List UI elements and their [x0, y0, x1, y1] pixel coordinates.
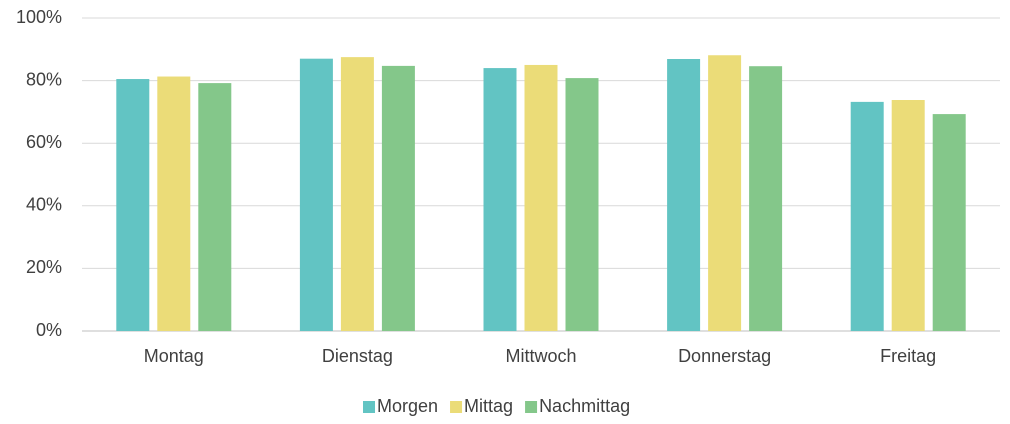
bar: [157, 76, 191, 331]
x-tick-label: Montag: [144, 346, 204, 366]
legend-label: Morgen: [377, 396, 438, 416]
legend-swatch: [450, 401, 463, 413]
y-tick-label: 0%: [36, 320, 62, 340]
legend-label: Nachmittag: [539, 396, 630, 416]
bar: [708, 55, 742, 331]
bar: [565, 78, 599, 331]
y-tick-label: 20%: [26, 257, 62, 277]
bar: [340, 57, 374, 331]
bar: [749, 66, 783, 332]
legend-swatch: [525, 401, 538, 413]
bar: [667, 59, 701, 332]
bar: [483, 68, 517, 331]
bar: [932, 114, 966, 331]
bar: [198, 83, 232, 331]
bar: [850, 101, 884, 331]
bar: [381, 65, 415, 331]
x-tick-label: Mittwoch: [505, 346, 576, 366]
y-tick-label: 60%: [26, 132, 62, 152]
bar: [116, 79, 150, 331]
legend-label: Mittag: [464, 396, 513, 416]
bar: [299, 58, 333, 331]
x-tick-label: Freitag: [880, 346, 936, 366]
y-tick-label: 80%: [26, 69, 62, 89]
y-tick-label: 40%: [26, 195, 62, 215]
legend-swatch: [363, 401, 375, 413]
y-tick-label: 100%: [16, 7, 62, 27]
bar: [524, 64, 558, 331]
x-tick-label: Dienstag: [322, 346, 393, 366]
x-tick-label: Donnerstag: [678, 346, 771, 366]
bar: [891, 100, 925, 331]
